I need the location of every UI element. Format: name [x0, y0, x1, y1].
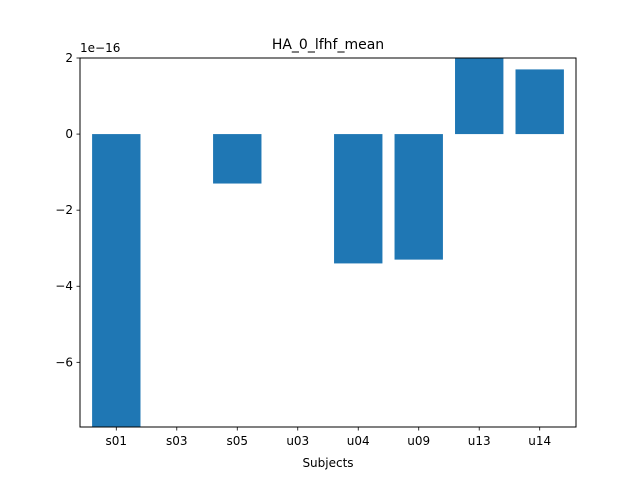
- x-tick-label: u03: [286, 434, 309, 448]
- bar-u13: [455, 58, 504, 135]
- x-tick-label: s03: [166, 434, 188, 448]
- y-tick-label: −4: [55, 279, 73, 293]
- y-tick-label: 0: [65, 127, 73, 141]
- x-ticks-group: s01 s03 s05 u03 u04 u09 u13 u14: [106, 427, 551, 448]
- bar-u09: [394, 134, 443, 260]
- chart-title: HA_0_lfhf_mean: [272, 37, 384, 53]
- x-tick-label: s05: [227, 434, 249, 448]
- bar-s05: [213, 134, 262, 184]
- x-tick-label: u09: [407, 434, 430, 448]
- x-tick-label: s01: [106, 434, 128, 448]
- y-axis-offset-text: 1e−16: [80, 41, 120, 55]
- y-ticks-group: 2 0 −2 −4 −6: [55, 51, 80, 369]
- x-tick-label: u13: [468, 434, 491, 448]
- bar-u14: [515, 69, 564, 135]
- y-tick-label: 2: [65, 51, 73, 65]
- bars-group: [92, 58, 564, 428]
- x-tick-label: u14: [528, 434, 551, 448]
- bar-s01: [92, 134, 141, 428]
- bar-u04: [334, 134, 383, 264]
- x-axis-label: Subjects: [302, 456, 353, 470]
- y-tick-label: −6: [55, 355, 73, 369]
- axes-frame: [79, 57, 577, 428]
- x-tick-label: u04: [347, 434, 370, 448]
- y-tick-label: −2: [55, 203, 73, 217]
